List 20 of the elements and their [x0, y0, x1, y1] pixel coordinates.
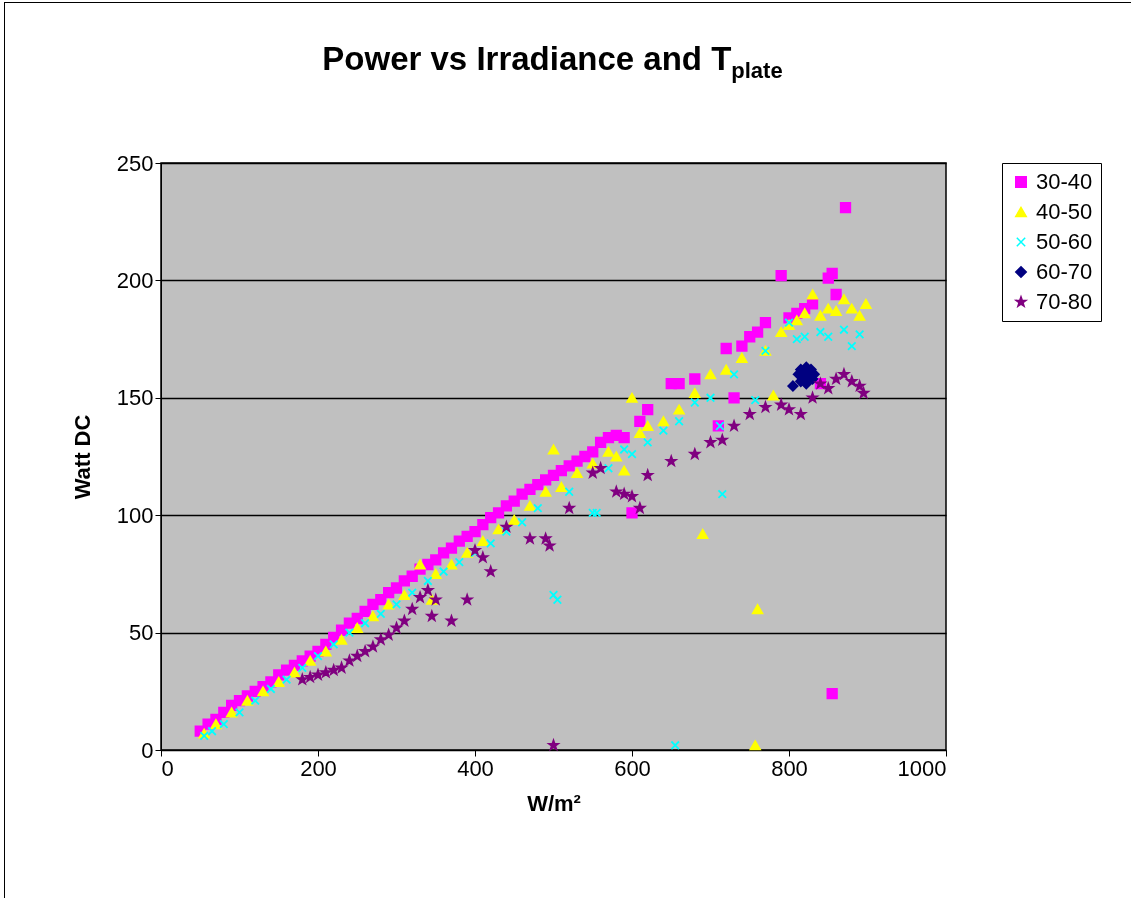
y-tick-label: 200: [116, 267, 154, 293]
x-tick-label: 200: [300, 755, 337, 781]
y-axis-title: Watt DC: [69, 414, 95, 500]
x-tick-label: 600: [614, 755, 651, 781]
x-tick-label: 1000: [897, 755, 947, 781]
legend-label: 70-80: [1036, 289, 1093, 314]
x-tick-label: 400: [457, 755, 494, 781]
legend-label: 40-50: [1036, 199, 1093, 224]
x-tick-label: 0: [161, 755, 174, 781]
y-tick-label: 150: [116, 385, 154, 411]
y-tick-label: 250: [116, 150, 154, 176]
y-tick-label: 50: [129, 620, 154, 646]
x-axis-title: W/m²: [527, 790, 581, 816]
y-tick-label: 100: [116, 502, 154, 528]
legend-label: 30-40: [1036, 169, 1093, 194]
chart-title: Power vs Irradiance and T$_{plate}$: [321, 40, 784, 84]
x-tick-label: 800: [771, 755, 808, 781]
y-tick-label: 0: [141, 737, 154, 763]
legend-label: 50-60: [1036, 229, 1093, 254]
legend-label: 60-70: [1036, 259, 1093, 284]
